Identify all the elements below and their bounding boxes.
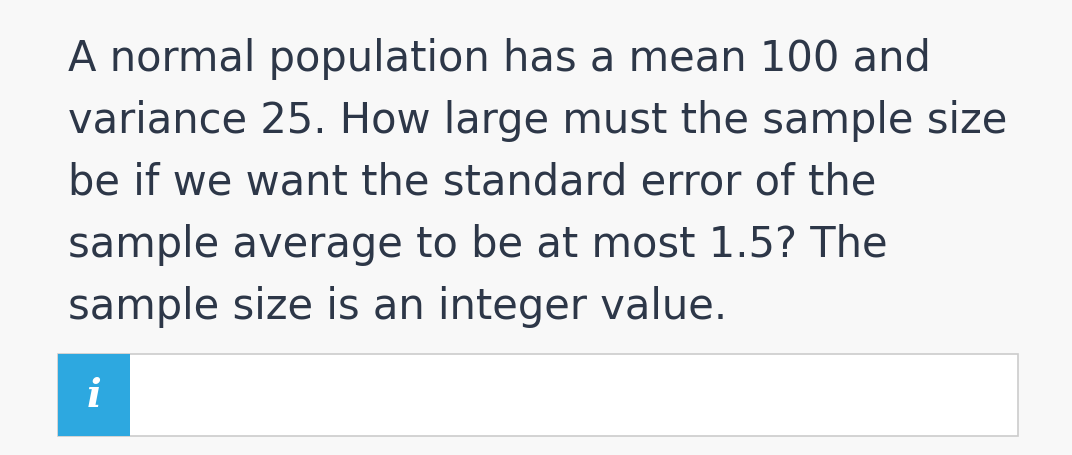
Text: sample average to be at most 1.5? The: sample average to be at most 1.5? The [68, 223, 888, 265]
Text: be if we want the standard error of the: be if we want the standard error of the [68, 162, 877, 203]
Text: sample size is an integer value.: sample size is an integer value. [68, 285, 727, 327]
Text: i: i [87, 376, 102, 414]
Bar [58, 354, 130, 436]
Bar [58, 354, 1018, 436]
Text: A normal population has a mean 100 and: A normal population has a mean 100 and [68, 38, 930, 80]
Text: variance 25. How large must the sample size: variance 25. How large must the sample s… [68, 100, 1008, 142]
